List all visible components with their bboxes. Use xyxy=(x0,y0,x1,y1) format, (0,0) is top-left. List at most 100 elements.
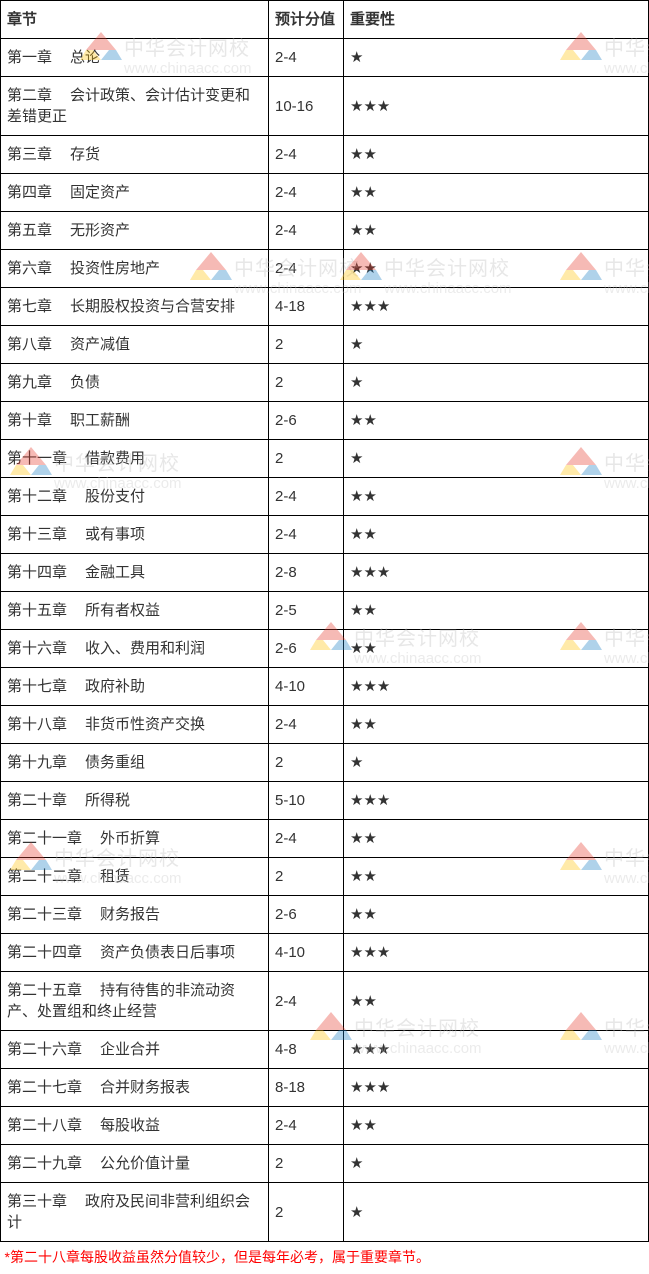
chapter-title: 企业合并 xyxy=(100,1041,160,1058)
table-row: 第六章投资性房地产2-4★★ xyxy=(1,250,649,288)
chapter-cell: 第三章 存货 xyxy=(1,136,269,174)
chapter-cell: 第二十三章 财务报告 xyxy=(1,896,269,934)
score-cell: 2 xyxy=(269,1145,344,1183)
chapter-cell: 第二十一章外币折算 xyxy=(1,820,269,858)
importance-cell: ★★ xyxy=(344,1107,649,1145)
chapter-number: 第六章 xyxy=(7,260,52,277)
importance-cell: ★★ xyxy=(344,174,649,212)
chapter-title: 债务重组 xyxy=(85,754,145,771)
score-cell: 2 xyxy=(269,440,344,478)
chapter-title: 金融工具 xyxy=(85,564,145,581)
importance-cell: ★★★ xyxy=(344,782,649,820)
score-cell: 2-6 xyxy=(269,402,344,440)
chapter-table: 章节 预计分值 重要性 第一章总论2-4★第二章会计政策、会计估计变更和差错更正… xyxy=(0,0,649,1274)
importance-cell: ★★★ xyxy=(344,554,649,592)
chapter-number: 第二十三章 xyxy=(7,906,82,923)
score-cell: 2-4 xyxy=(269,516,344,554)
table-row: 第二十八章每股收益2-4★★ xyxy=(1,1107,649,1145)
importance-cell: ★★ xyxy=(344,630,649,668)
chapter-number: 第九章 xyxy=(7,374,52,391)
chapter-number: 第七章 xyxy=(7,298,52,315)
table-row: 第二十五章持有待售的非流动资产、处置组和终止经营2-4★★ xyxy=(1,972,649,1031)
importance-cell: ★★ xyxy=(344,250,649,288)
chapter-number: 第十章 xyxy=(7,412,52,429)
chapter-cell: 第二十六章 企业合并 xyxy=(1,1031,269,1069)
chapter-title: 合并财务报表 xyxy=(100,1079,190,1096)
chapter-number: 第十八章 xyxy=(7,716,67,733)
table-row: 第十六章收入、费用和利润2-6★★ xyxy=(1,630,649,668)
chapter-cell: 第二十五章持有待售的非流动资产、处置组和终止经营 xyxy=(1,972,269,1031)
score-cell: 2-5 xyxy=(269,592,344,630)
chapter-title: 收入、费用和利润 xyxy=(85,640,205,657)
importance-cell: ★★ xyxy=(344,402,649,440)
chapter-cell: 第二十七章 合并财务报表 xyxy=(1,1069,269,1107)
chapter-cell: 第十一章借款费用 xyxy=(1,440,269,478)
chapter-cell: 第七章长期股权投资与合营安排 xyxy=(1,288,269,326)
chapter-title: 负债 xyxy=(70,374,100,391)
score-cell: 4-10 xyxy=(269,668,344,706)
score-cell: 10-16 xyxy=(269,77,344,136)
chapter-title: 政府补助 xyxy=(85,678,145,695)
chapter-number: 第十六章 xyxy=(7,640,67,657)
chapter-cell: 第三十章政府及民间非营利组织会计 xyxy=(1,1183,269,1242)
chapter-title: 借款费用 xyxy=(85,450,145,467)
score-cell: 2-4 xyxy=(269,478,344,516)
table-row: 第二十一章外币折算2-4★★ xyxy=(1,820,649,858)
chapter-title: 股份支付 xyxy=(85,488,145,505)
chapter-title: 资产减值 xyxy=(70,336,130,353)
chapter-cell: 第二十四章资产负债表日后事项 xyxy=(1,934,269,972)
table-row: 第三章 存货 2-4★★ xyxy=(1,136,649,174)
score-cell: 2 xyxy=(269,1183,344,1242)
chapter-number: 第二十六章 xyxy=(7,1041,82,1058)
importance-cell: ★ xyxy=(344,1183,649,1242)
chapter-cell: 第二十九章公允价值计量 xyxy=(1,1145,269,1183)
chapter-number: 第十四章 xyxy=(7,564,67,581)
table-row: 第二十六章企业合并4-8★★★ xyxy=(1,1031,649,1069)
table-row: 第九章 负债 2★ xyxy=(1,364,649,402)
importance-cell: ★ xyxy=(344,744,649,782)
chapter-number: 第八章 xyxy=(7,336,52,353)
chapter-number: 第二十二章 xyxy=(7,868,82,885)
chapter-cell: 第六章投资性房地产 xyxy=(1,250,269,288)
chapter-cell: 第二章会计政策、会计估计变更和差错更正 xyxy=(1,77,269,136)
chapter-title: 无形资产 xyxy=(70,222,130,239)
chapter-cell: 第十五章所有者权益 xyxy=(1,592,269,630)
chapter-number: 第二十章 xyxy=(7,792,67,809)
importance-cell: ★★ xyxy=(344,136,649,174)
chapter-title: 存货 xyxy=(70,146,100,163)
importance-cell: ★★★ xyxy=(344,288,649,326)
importance-cell: ★ xyxy=(344,440,649,478)
chapter-cell: 第二十二章租赁 xyxy=(1,858,269,896)
importance-cell: ★★ xyxy=(344,478,649,516)
table-row: 第十八章非货币性资产交换2-4★★ xyxy=(1,706,649,744)
chapter-title: 或有事项 xyxy=(85,526,145,543)
table-row: 第二十二章租赁2★★ xyxy=(1,858,649,896)
table-row: 第十二章股份支付2-4★★ xyxy=(1,478,649,516)
chapter-title: 财务报告 xyxy=(100,906,160,923)
importance-cell: ★★★ xyxy=(344,77,649,136)
score-cell: 2 xyxy=(269,326,344,364)
score-cell: 2-4 xyxy=(269,174,344,212)
chapter-number: 第二十五章 xyxy=(7,982,82,999)
score-cell: 2-4 xyxy=(269,136,344,174)
chapter-cell: 第十六章 收入、费用和利润 xyxy=(1,630,269,668)
table-row: 第十章职工薪酬2-6★★ xyxy=(1,402,649,440)
chapter-number: 第四章 xyxy=(7,184,52,201)
chapter-number: 第二十七章 xyxy=(7,1079,82,1096)
score-cell: 2 xyxy=(269,858,344,896)
importance-cell: ★★ xyxy=(344,516,649,554)
chapter-number: 第二十八章 xyxy=(7,1117,82,1134)
header-chapter: 章节 xyxy=(1,1,269,39)
importance-cell: ★ xyxy=(344,326,649,364)
chapter-cell: 第五章无形资产 xyxy=(1,212,269,250)
score-cell: 2-4 xyxy=(269,972,344,1031)
importance-cell: ★★★ xyxy=(344,668,649,706)
importance-cell: ★ xyxy=(344,364,649,402)
score-cell: 2 xyxy=(269,364,344,402)
importance-cell: ★★ xyxy=(344,820,649,858)
chapter-cell: 第十三章或有事项 xyxy=(1,516,269,554)
chapter-number: 第三章 xyxy=(7,146,52,163)
table-row: 第一章总论2-4★ xyxy=(1,39,649,77)
score-cell: 2-4 xyxy=(269,212,344,250)
chapter-title: 资产负债表日后事项 xyxy=(100,944,235,961)
